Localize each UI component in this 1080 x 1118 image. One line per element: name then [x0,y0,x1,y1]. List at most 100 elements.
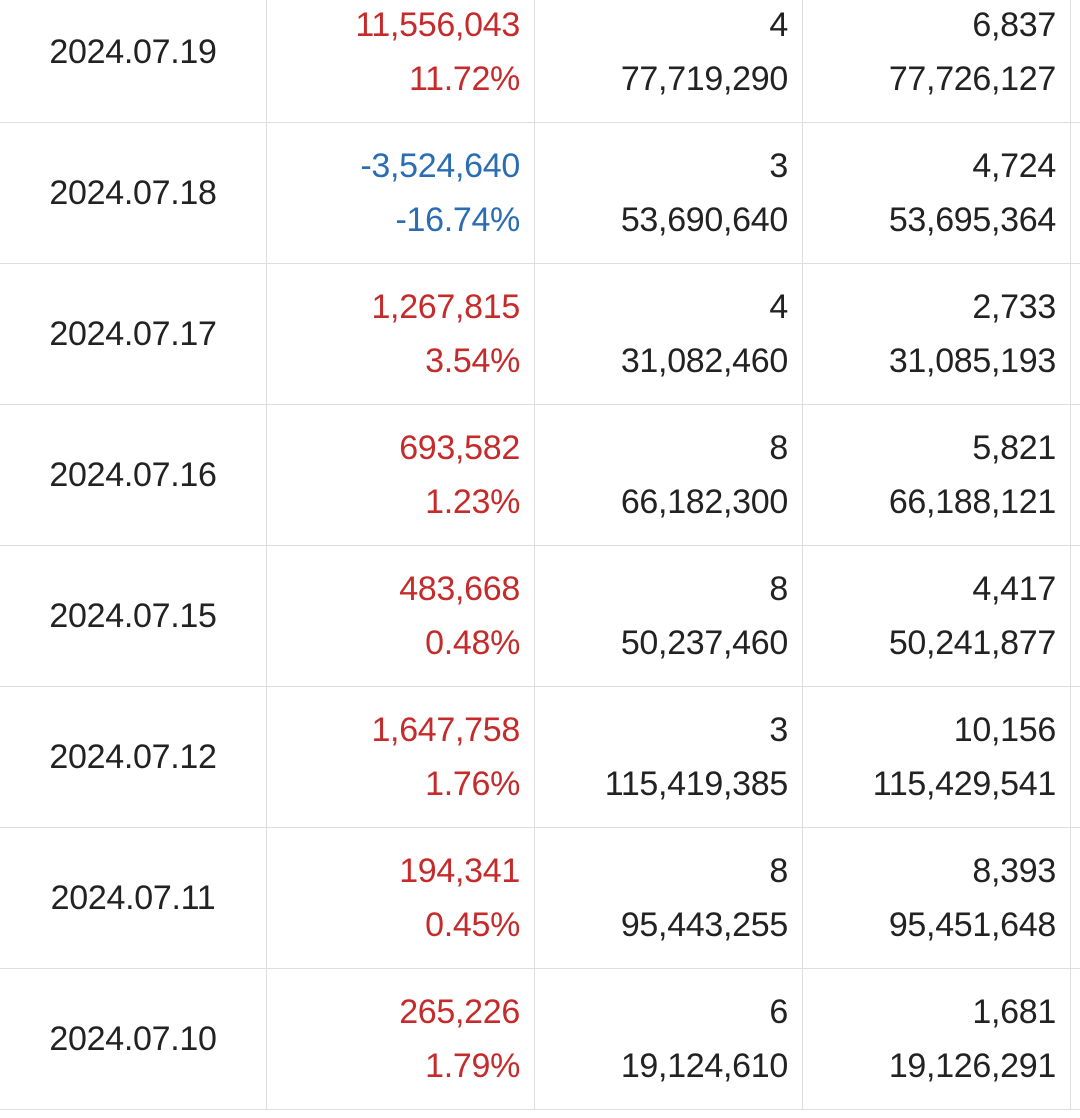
value-b-cell: 4,417 50,241,877 [803,546,1071,686]
edge-cell [1071,546,1080,686]
table-row: 2024.07.15 483,668 0.48% 8 50,237,460 4,… [0,546,1080,687]
value-b-bottom: 50,241,877 [888,624,1056,662]
value-a-bottom: 19,124,610 [620,1047,788,1085]
table-row: 2024.07.18 -3,524,640 -16.74% 3 53,690,6… [0,123,1080,264]
value-b-cell: 2,733 31,085,193 [803,264,1071,404]
value-a-top: 8 [769,570,788,608]
value-b-top: 10,156 [953,711,1057,749]
value-a-cell: 4 77,719,290 [535,0,803,122]
change-percent: 1.76% [425,765,520,803]
change-value: 693,582 [399,429,520,467]
change-cell: 11,556,043 11.72% [267,0,535,122]
change-value: 265,226 [399,993,520,1031]
value-b-cell: 4,724 53,695,364 [803,123,1071,263]
value-a-cell: 8 50,237,460 [535,546,803,686]
change-cell: 693,582 1.23% [267,405,535,545]
change-percent: 1.79% [425,1047,520,1085]
date-cell: 2024.07.17 [0,264,267,404]
value-a-cell: 4 31,082,460 [535,264,803,404]
date-text: 2024.07.19 [49,32,217,71]
value-b-top: 1,681 [972,993,1056,1031]
value-a-cell: 8 66,182,300 [535,405,803,545]
value-a-cell: 8 95,443,255 [535,828,803,968]
value-a-bottom: 66,182,300 [620,483,788,521]
value-a-top: 3 [769,147,788,185]
value-b-bottom: 95,451,648 [888,906,1056,944]
value-b-bottom: 77,726,127 [888,60,1056,98]
date-cell: 2024.07.15 [0,546,267,686]
value-a-bottom: 31,082,460 [620,342,788,380]
change-percent: 3.54% [425,342,520,380]
value-a-cell: 3 115,419,385 [535,687,803,827]
value-b-cell: 6,837 77,726,127 [803,0,1071,122]
date-text: 2024.07.18 [49,173,217,212]
value-b-top: 8,393 [972,852,1056,890]
value-b-cell: 5,821 66,188,121 [803,405,1071,545]
value-a-cell: 6 19,124,610 [535,969,803,1109]
value-b-top: 5,821 [972,429,1056,467]
edge-cell [1071,969,1080,1109]
value-a-top: 8 [769,852,788,890]
edge-cell [1071,264,1080,404]
value-a-bottom: 77,719,290 [620,60,788,98]
value-b-bottom: 66,188,121 [888,483,1056,521]
change-value: 11,556,043 [355,6,520,44]
value-b-cell: 1,681 19,126,291 [803,969,1071,1109]
value-a-top: 6 [769,993,788,1031]
change-cell: 1,267,815 3.54% [267,264,535,404]
value-b-cell: 8,393 95,451,648 [803,828,1071,968]
value-a-cell: 3 53,690,640 [535,123,803,263]
change-value: 194,341 [399,852,520,890]
change-percent: 1.23% [425,483,520,521]
value-a-top: 4 [769,6,788,44]
value-a-bottom: 115,419,385 [604,765,789,803]
edge-cell [1071,687,1080,827]
value-b-cell: 10,156 115,429,541 [803,687,1071,827]
change-value: -3,524,640 [360,147,520,185]
edge-cell [1071,0,1080,122]
table-row: 2024.07.10 265,226 1.79% 6 19,124,610 1,… [0,969,1080,1110]
value-a-top: 4 [769,288,788,326]
edge-cell [1071,123,1080,263]
date-text: 2024.07.12 [49,737,217,776]
value-b-bottom: 115,429,541 [872,765,1057,803]
date-cell: 2024.07.11 [0,828,267,968]
value-a-bottom: 50,237,460 [620,624,788,662]
value-a-top: 3 [769,711,788,749]
date-cell: 2024.07.16 [0,405,267,545]
date-text: 2024.07.16 [49,455,217,494]
change-cell: 483,668 0.48% [267,546,535,686]
date-cell: 2024.07.12 [0,687,267,827]
table-row: 2024.07.16 693,582 1.23% 8 66,182,300 5,… [0,405,1080,546]
table-row: 2024.07.19 11,556,043 11.72% 4 77,719,29… [0,0,1080,123]
value-b-bottom: 19,126,291 [888,1047,1056,1085]
value-a-top: 8 [769,429,788,467]
date-text: 2024.07.11 [50,878,216,917]
date-cell: 2024.07.19 [0,0,267,122]
value-b-top: 4,417 [972,570,1056,608]
table-row: 2024.07.11 194,341 0.45% 8 95,443,255 8,… [0,828,1080,969]
value-b-top: 2,733 [972,288,1056,326]
change-percent: 0.45% [425,906,520,944]
date-cell: 2024.07.10 [0,969,267,1109]
date-text: 2024.07.10 [49,1019,217,1058]
change-value: 483,668 [399,570,520,608]
change-percent: 0.48% [425,624,520,662]
change-percent: 11.72% [409,60,520,98]
value-b-top: 6,837 [972,6,1056,44]
edge-cell [1071,405,1080,545]
date-cell: 2024.07.18 [0,123,267,263]
table-row: 2024.07.12 1,647,758 1.76% 3 115,419,385… [0,687,1080,828]
change-cell: 194,341 0.45% [267,828,535,968]
edge-cell [1071,828,1080,968]
value-a-bottom: 53,690,640 [620,201,788,239]
date-text: 2024.07.17 [49,314,217,353]
change-cell: -3,524,640 -16.74% [267,123,535,263]
value-a-bottom: 95,443,255 [620,906,788,944]
value-b-bottom: 53,695,364 [888,201,1056,239]
change-value: 1,267,815 [371,288,520,326]
table-row: 2024.07.17 1,267,815 3.54% 4 31,082,460 … [0,264,1080,405]
date-text: 2024.07.15 [49,596,217,635]
change-cell: 265,226 1.79% [267,969,535,1109]
